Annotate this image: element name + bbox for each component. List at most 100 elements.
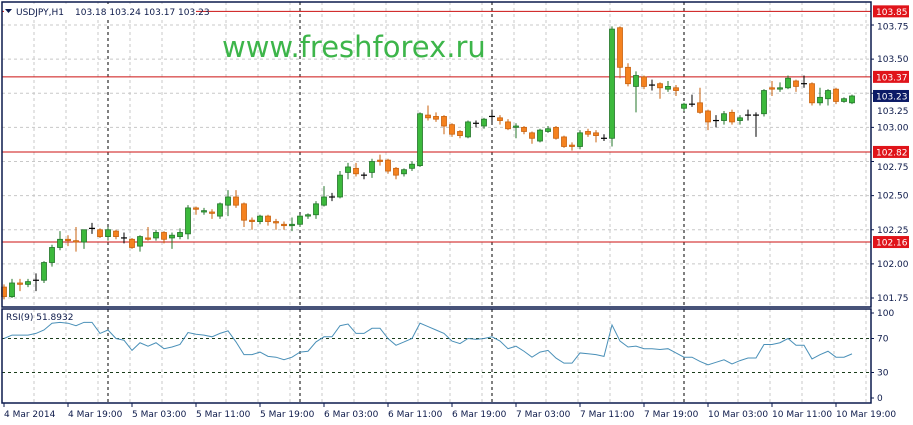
level-price-tag-label: 103.37 bbox=[876, 73, 908, 83]
rsi-axis-label: 0 bbox=[877, 394, 883, 404]
candle bbox=[569, 142, 575, 151]
candle-body bbox=[521, 126, 527, 132]
candle bbox=[761, 89, 767, 117]
level-price-tag bbox=[873, 236, 909, 249]
candle-body bbox=[769, 87, 775, 90]
price-tags: 103.85 103.37 102.82 102.16 103.23 bbox=[873, 5, 909, 249]
candle-body bbox=[369, 161, 375, 173]
candle bbox=[313, 201, 319, 219]
candle-body bbox=[9, 282, 15, 298]
candle bbox=[673, 85, 679, 96]
candle-body bbox=[377, 159, 383, 162]
candle bbox=[145, 227, 151, 241]
time-axis-label: 6 Mar 11:00 bbox=[388, 410, 443, 420]
candle-body bbox=[553, 126, 559, 139]
candle bbox=[409, 161, 415, 172]
candle bbox=[225, 190, 231, 217]
candle bbox=[81, 229, 87, 249]
candle bbox=[169, 232, 175, 249]
candle bbox=[609, 26, 615, 147]
candle-body bbox=[393, 167, 399, 176]
candle bbox=[665, 80, 671, 92]
candle-body bbox=[137, 236, 143, 247]
time-axis-label: 6 Mar 03:00 bbox=[324, 410, 379, 420]
candle-body bbox=[545, 128, 551, 132]
candle bbox=[201, 207, 207, 215]
candle-body bbox=[665, 86, 671, 90]
candle bbox=[545, 126, 551, 133]
candle bbox=[33, 273, 39, 292]
candle-body bbox=[465, 121, 471, 138]
candle bbox=[793, 79, 799, 92]
candle bbox=[849, 94, 855, 105]
level-price-tag-label: 103.85 bbox=[876, 8, 908, 18]
current-price-tag bbox=[873, 89, 909, 102]
level-price-tag-label: 102.16 bbox=[876, 239, 908, 249]
candle-body bbox=[281, 223, 287, 227]
candle bbox=[521, 126, 527, 135]
candle bbox=[817, 87, 823, 106]
candle-body bbox=[209, 211, 215, 214]
candle bbox=[753, 112, 759, 137]
candle bbox=[681, 102, 687, 111]
candle bbox=[745, 109, 751, 121]
price-axis-label: 103.25 bbox=[877, 107, 909, 117]
candle-body bbox=[705, 110, 711, 123]
candle-body bbox=[569, 144, 575, 147]
candle-body bbox=[721, 113, 727, 121]
candle bbox=[57, 231, 63, 251]
candle bbox=[481, 117, 487, 129]
candle bbox=[273, 218, 279, 230]
price-axis-label: 103.75 bbox=[877, 22, 909, 32]
ohlc-values: 103.18 103.24 103.17 103.23 bbox=[75, 8, 210, 18]
candle bbox=[601, 134, 607, 142]
candle-body bbox=[153, 232, 159, 239]
candle bbox=[17, 278, 23, 292]
candle bbox=[473, 120, 479, 128]
level-price-tag-label: 102.82 bbox=[876, 148, 908, 158]
candle bbox=[529, 131, 535, 144]
candle bbox=[337, 171, 343, 199]
candle bbox=[137, 235, 143, 252]
candle bbox=[185, 205, 191, 240]
price-axis-label: 102.25 bbox=[877, 226, 909, 236]
candle-body bbox=[433, 116, 439, 120]
candle bbox=[281, 221, 287, 230]
candle bbox=[297, 214, 303, 228]
chart-header: USDJPY,H1 103.18 103.24 103.17 103.23 bbox=[4, 4, 210, 18]
candle bbox=[465, 120, 471, 139]
candle bbox=[833, 87, 839, 105]
candle-body bbox=[417, 113, 423, 166]
candle-body bbox=[481, 118, 487, 127]
candle bbox=[377, 154, 383, 166]
candle-body bbox=[681, 103, 687, 109]
candle-body bbox=[225, 196, 231, 206]
candle-body bbox=[425, 114, 431, 119]
candle-body bbox=[169, 234, 175, 239]
candle-body bbox=[73, 240, 79, 243]
candle bbox=[49, 244, 55, 267]
candle bbox=[617, 26, 623, 79]
candle-body bbox=[585, 131, 591, 135]
rsi-frame bbox=[1, 308, 872, 404]
candle-body bbox=[449, 124, 455, 135]
candle-body bbox=[41, 262, 47, 281]
candle bbox=[649, 79, 655, 91]
candle-body bbox=[337, 174, 343, 198]
candle bbox=[577, 130, 583, 150]
dropdown-triangle-icon[interactable] bbox=[5, 9, 12, 13]
candle-body bbox=[113, 230, 119, 237]
candle bbox=[321, 186, 327, 207]
candle-body bbox=[561, 136, 567, 147]
candle-body bbox=[81, 229, 87, 243]
candle bbox=[737, 115, 743, 125]
candle bbox=[417, 112, 423, 167]
candle bbox=[801, 75, 807, 88]
candles bbox=[1, 26, 855, 300]
time-axis-label: 6 Mar 19:00 bbox=[452, 410, 507, 420]
candle bbox=[537, 128, 543, 143]
price-axis-label: 103.50 bbox=[877, 55, 909, 65]
candle-body bbox=[241, 203, 247, 221]
